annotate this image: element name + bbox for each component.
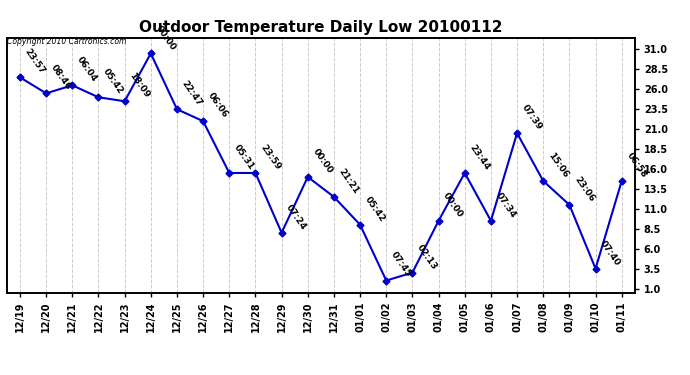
Text: 05:42: 05:42 xyxy=(363,195,386,224)
Text: 07:34: 07:34 xyxy=(493,190,518,219)
Text: 23:44: 23:44 xyxy=(468,143,491,172)
Text: 06:06: 06:06 xyxy=(206,92,230,120)
Text: 00:00: 00:00 xyxy=(310,147,334,176)
Text: 07:40: 07:40 xyxy=(598,238,622,267)
Text: 07:45: 07:45 xyxy=(389,251,413,279)
Text: 06:04: 06:04 xyxy=(75,56,99,84)
Text: 07:24: 07:24 xyxy=(284,202,308,231)
Text: 22:47: 22:47 xyxy=(179,79,204,108)
Text: 02:13: 02:13 xyxy=(415,243,439,271)
Text: 15:06: 15:06 xyxy=(546,151,570,180)
Text: 18:09: 18:09 xyxy=(128,71,151,100)
Text: 00:00: 00:00 xyxy=(154,24,177,52)
Text: 06:58: 06:58 xyxy=(624,151,648,180)
Text: 05:42: 05:42 xyxy=(101,67,125,96)
Text: 23:59: 23:59 xyxy=(258,143,282,172)
Text: 23:06: 23:06 xyxy=(572,175,596,204)
Text: 05:31: 05:31 xyxy=(232,143,256,172)
Title: Outdoor Temperature Daily Low 20100112: Outdoor Temperature Daily Low 20100112 xyxy=(139,20,502,35)
Text: 23:57: 23:57 xyxy=(23,47,47,76)
Text: 07:39: 07:39 xyxy=(520,103,544,132)
Text: 21:21: 21:21 xyxy=(337,167,360,195)
Text: 08:46: 08:46 xyxy=(49,63,72,92)
Text: 00:00: 00:00 xyxy=(442,191,465,219)
Text: Copyright 2010 Cartronics.com: Copyright 2010 Cartronics.com xyxy=(7,38,126,46)
